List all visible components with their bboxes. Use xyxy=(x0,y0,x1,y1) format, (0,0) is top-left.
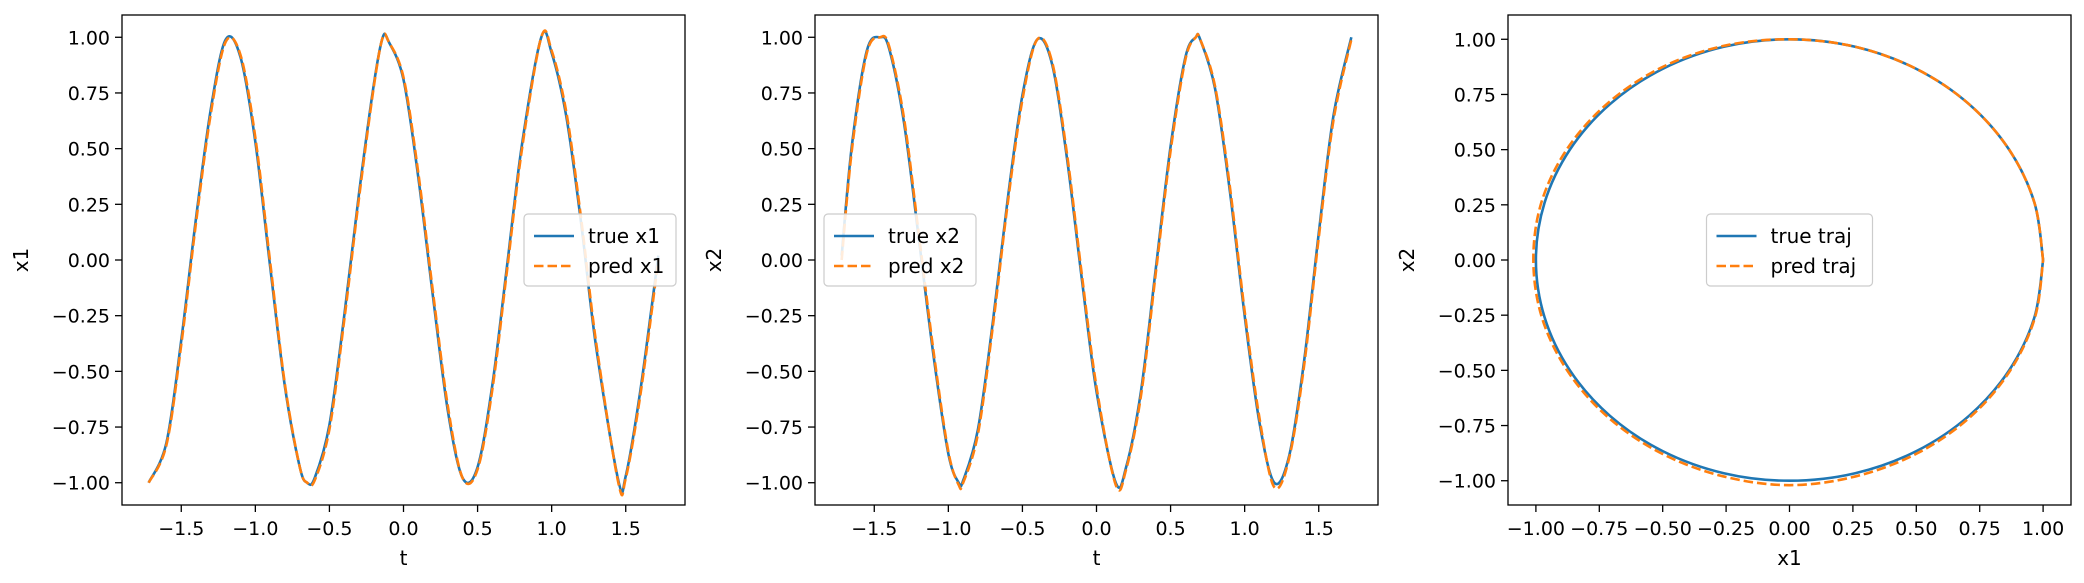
y-tick-label: −1.00 xyxy=(1438,471,1496,493)
series-line-pred-x1 xyxy=(147,29,660,497)
x-tick-label: −0.50 xyxy=(1634,518,1692,540)
x-tick-label: 0.25 xyxy=(1832,518,1874,540)
y-tick-label: −0.25 xyxy=(745,306,803,328)
y-tick-label: −1.00 xyxy=(52,473,110,495)
x-tick-label: 0.00 xyxy=(1768,518,1810,540)
legend-entry: true x2 xyxy=(888,224,960,248)
x-axis-label: t xyxy=(400,546,408,570)
x-tick-label: −1.0 xyxy=(925,518,971,540)
legend-box xyxy=(823,213,977,287)
y-tick-label: 1.00 xyxy=(1454,29,1496,51)
x-tick-label: −0.5 xyxy=(306,518,352,540)
y-tick-label: −0.50 xyxy=(745,361,803,383)
y-tick-label: 0.75 xyxy=(761,83,803,105)
x-tick-label: −1.5 xyxy=(158,518,204,540)
chart-panel-3: −1.00 −0.75 −0.50 −0.25 0.00 0.25 0.50 0.75 1.00… xyxy=(1395,14,2072,570)
x-axis-label: t xyxy=(1093,546,1101,570)
x-tick-label: 0.50 xyxy=(1895,518,1937,540)
y-tick-label: 0.50 xyxy=(1454,140,1496,162)
legend-entry: pred x1 xyxy=(588,254,664,278)
legend: true x2 pred x2 xyxy=(823,213,977,287)
x-tick-label: −1.0 xyxy=(232,518,278,540)
y-axis-label: x1 xyxy=(9,248,33,273)
x-tick-label: 0.0 xyxy=(388,518,418,540)
x-tick-label: 1.00 xyxy=(2022,518,2064,540)
x-tick-label: 0.0 xyxy=(1081,518,1111,540)
legend: true traj pred traj xyxy=(1705,213,1874,287)
y-tick-label: 1.00 xyxy=(68,27,110,49)
legend-entry: pred traj xyxy=(1771,254,1857,278)
x-tick-label: 1.5 xyxy=(1304,518,1334,540)
x-tick-label: 1.0 xyxy=(1230,518,1260,540)
chart-panel-2: −1.5 −1.0 −0.5 0.0 0.5 1.0 1.5 1.00 0.75 0.50 0.25… xyxy=(702,14,1379,570)
y-tick-label: 0.50 xyxy=(761,139,803,161)
y-tick-label: 0.00 xyxy=(1454,250,1496,272)
x-tick-label: 0.75 xyxy=(1959,518,2001,540)
y-tick-label: 0.75 xyxy=(68,83,110,105)
y-tick-label: 0.25 xyxy=(761,194,803,216)
y-axis-label: x2 xyxy=(1395,248,1419,273)
x-tick-label: 0.5 xyxy=(1155,518,1185,540)
y-tick-label: −1.00 xyxy=(745,473,803,495)
y-tick-label: 0.00 xyxy=(761,250,803,272)
legend-entry: pred x2 xyxy=(888,254,964,278)
y-tick-label: 0.50 xyxy=(68,139,110,161)
y-tick-label: −0.50 xyxy=(1438,360,1496,382)
x-tick-label: 1.5 xyxy=(611,518,641,540)
y-tick-label: 0.00 xyxy=(68,250,110,272)
x-tick-label: −0.25 xyxy=(1697,518,1755,540)
legend: true x1 pred x1 xyxy=(523,213,677,287)
x-tick-label: −1.00 xyxy=(1507,518,1565,540)
x-tick-label: 1.0 xyxy=(537,518,567,540)
y-tick-label: −0.50 xyxy=(52,361,110,383)
y-axis-label: x2 xyxy=(702,248,726,273)
y-tick-label: 0.75 xyxy=(1454,84,1496,106)
y-tick-label: −0.25 xyxy=(52,306,110,328)
x-tick-label: 0.5 xyxy=(462,518,492,540)
chart-panel-1: −1.5 −1.0 −0.5 0.0 0.5 1.0 1.5 1.00 0.75 0.50 0.25… xyxy=(9,14,686,570)
y-tick-label: −0.75 xyxy=(1438,416,1496,438)
y-tick-label: −0.25 xyxy=(1438,305,1496,327)
x-tick-label: −1.5 xyxy=(851,518,897,540)
legend-entry: true x1 xyxy=(588,224,660,248)
series-line-pred-traj xyxy=(1532,37,2045,487)
y-tick-label: −0.75 xyxy=(745,417,803,439)
legend-entry: true traj xyxy=(1771,224,1852,248)
y-tick-label: −0.75 xyxy=(52,417,110,439)
legend-box xyxy=(1705,213,1874,287)
y-tick-label: 0.25 xyxy=(68,194,110,216)
x-axis-label: x1 xyxy=(1777,546,1802,570)
legend-box xyxy=(523,213,677,287)
x-tick-label: −0.5 xyxy=(999,518,1045,540)
x-tick-label: −0.75 xyxy=(1570,518,1628,540)
y-tick-label: 1.00 xyxy=(761,27,803,49)
y-tick-label: 0.25 xyxy=(1454,195,1496,217)
